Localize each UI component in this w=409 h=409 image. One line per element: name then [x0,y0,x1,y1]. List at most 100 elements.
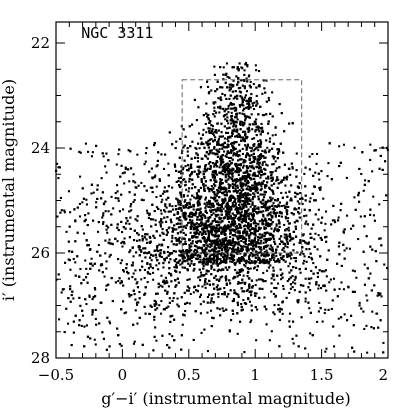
data-point [280,205,283,208]
data-point [134,269,137,272]
data-point [206,311,209,314]
data-point [254,284,257,287]
data-point [242,136,245,139]
data-point [238,90,241,93]
data-point [234,188,237,191]
data-point [158,178,161,181]
data-point [188,243,191,246]
data-point [181,323,184,326]
data-point [206,350,209,353]
data-point [135,301,138,304]
data-point [207,127,210,130]
data-point [94,288,97,291]
data-point [289,199,292,202]
data-point [291,166,294,169]
data-point [217,213,220,216]
data-point [256,187,259,190]
data-point [131,276,134,279]
data-point [331,219,334,222]
data-point [195,222,198,225]
data-point [226,127,229,130]
data-point [244,239,247,242]
data-point [272,292,275,295]
data-point [265,177,268,180]
data-point [248,146,251,149]
data-point [160,312,163,315]
data-point [181,266,184,269]
data-point [247,215,250,218]
data-point [259,189,262,192]
data-point [266,206,269,209]
data-point [358,304,361,307]
data-point [371,248,374,251]
data-point [236,186,239,189]
data-point [262,247,265,250]
data-point [271,134,274,137]
data-point [251,137,254,140]
data-point [222,252,225,255]
data-point [237,190,240,193]
data-point [234,135,237,138]
data-point [255,207,258,210]
data-point [245,262,248,265]
data-point [317,208,320,211]
data-point [238,249,241,252]
data-point [220,178,223,181]
data-point [325,275,328,278]
data-point [250,247,253,250]
data-point [258,278,261,281]
data-point [114,197,117,200]
data-point [168,131,171,134]
data-point [116,184,119,187]
data-point [270,177,273,180]
data-point [270,227,273,230]
data-point [218,166,221,169]
data-point [184,199,187,202]
data-point [130,264,133,267]
data-point [243,69,246,72]
data-point [231,83,234,86]
data-point [265,227,268,230]
data-point [342,143,345,146]
data-point [250,113,253,116]
data-point [250,290,253,293]
data-point [241,269,244,272]
data-point [295,152,298,155]
data-point [365,294,368,297]
data-point [307,256,310,259]
data-point [200,141,203,144]
data-point [352,224,355,227]
data-point [234,202,237,205]
data-point [252,254,255,257]
data-point [252,104,255,107]
data-point [214,175,217,178]
data-point [202,142,205,145]
data-point [164,210,167,213]
data-point [209,254,212,257]
data-point [117,153,120,156]
data-point [244,192,247,195]
data-point [223,137,226,140]
data-point [119,175,122,178]
data-point [252,152,255,155]
data-point [171,237,174,240]
data-point [246,65,249,68]
data-point [240,211,243,214]
data-point [225,236,228,239]
data-point [286,220,289,223]
data-point [305,260,308,263]
data-point [171,205,174,208]
data-point [342,288,345,291]
data-point [236,67,239,70]
data-point [56,215,59,218]
data-point [257,146,260,149]
data-point [273,278,276,281]
data-point [300,196,303,199]
data-point [183,225,186,228]
data-point [357,238,360,241]
data-point [129,205,132,208]
data-point [165,233,168,236]
data-point [256,269,259,272]
data-point [242,237,245,240]
data-point [171,314,174,317]
